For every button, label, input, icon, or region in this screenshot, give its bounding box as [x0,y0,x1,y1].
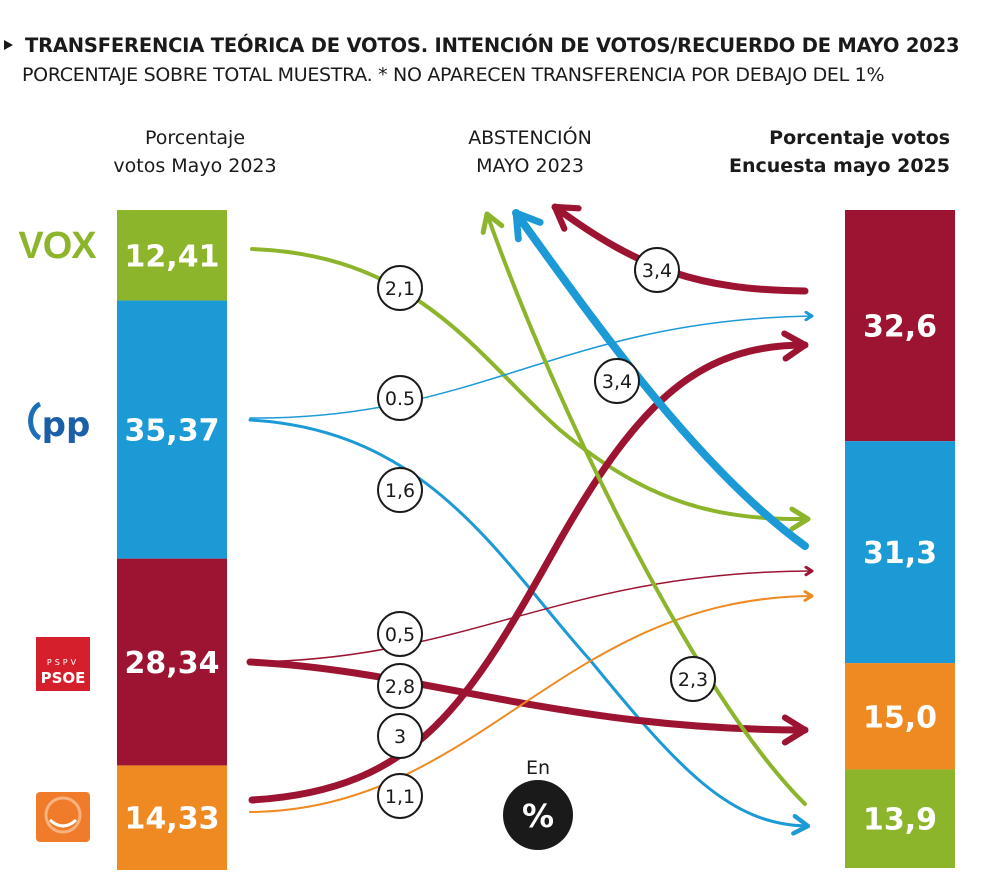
right-bar-orange [845,663,955,770]
right-value-psoe: 32,6 [863,310,937,345]
flow-value-label-7: 1,1 [385,786,415,808]
compromis-logo-smile [48,818,78,828]
left-column-label: Porcentaje votos Mayo 2023 [95,124,295,180]
pp-logo: pp [28,401,91,445]
flow-bubble-10 [670,656,716,702]
compromis-logo-ring [44,796,82,834]
left-value-psoe: 28,34 [125,646,220,681]
chart-subtitle: PORCENTAJE SOBRE TOTAL MUESTRA. * NO APA… [22,64,885,86]
psoe-logo-big-text: PSOE [41,669,86,687]
psoe-logo-square [36,637,90,691]
flow-line-2 [249,315,813,419]
flow-bubble-6 [377,713,423,759]
right-bar-pp [845,441,955,664]
flow-arrowhead-5 [781,714,809,746]
right-value-orange: 15,0 [863,700,937,735]
units-badge [503,780,573,850]
flow-arrowhead-8 [551,203,582,232]
flow-value-label-6: 3 [394,726,406,748]
pp-logo-text: pp [42,405,91,445]
flow-bubble-1 [377,265,423,311]
flow-line-7 [249,595,813,813]
left-value-orange: 14,33 [125,802,220,837]
flow-value-label-4: 0,5 [385,624,415,646]
vox-logo-text: VOX [18,225,97,267]
flow-arrowhead-10 [480,211,505,235]
left-value-pp: 35,37 [125,414,220,449]
right-value-vox: 13,9 [863,803,937,838]
units-percent-symbol: % [522,797,554,835]
abstention-column-label: ABSTENCIÓN MAYO 2023 [430,124,630,180]
flow-bubble-3 [377,467,423,513]
abstention-label-line1: ABSTENCIÓN [468,127,592,149]
pp-logo-arc [28,401,42,441]
right-value-pp: 31,3 [863,536,937,571]
chart-header: TRANSFERENCIA TEÓRICA DE VOTOS. INTENCIÓ… [0,30,999,86]
flow-line-8 [551,203,809,295]
vox-logo: VOX [18,225,98,267]
flow-value-label-5: 2,8 [385,676,415,698]
flow-line-1 [250,247,810,522]
flow-line-10 [485,212,807,806]
flow-line-5 [246,658,809,734]
flow-line-3 [248,418,810,828]
flow-bubble-8 [634,247,680,293]
flow-bubble-4 [377,611,423,657]
left-bar-pp [117,300,227,559]
flow-value-label-2: 0.5 [385,388,415,410]
flow-line-6 [248,341,809,804]
units-label: En [526,757,550,779]
flow-arrowhead-3 [791,813,811,836]
flow-arrowhead-2 [804,310,814,322]
right-label-line1: Porcentaje votos [769,127,950,149]
flow-bubble-9 [594,358,640,404]
title-bullet-icon [4,40,13,50]
flow-arrowhead-1 [789,506,811,532]
right-bar-vox [845,769,955,868]
left-label-line2: votos Mayo 2023 [113,155,277,177]
left-bar-psoe [117,558,227,766]
left-bar-orange [117,765,227,870]
right-bar-psoe [845,210,955,442]
left-label-line1: Porcentaje [144,127,246,149]
psoe-logo: PSPV PSOE [36,637,90,691]
flow-arrowhead-7 [803,590,814,602]
flow-arrowhead-9 [512,209,544,243]
flow-arrowhead-4 [804,565,814,577]
flow-value-label-1: 2,1 [385,278,415,300]
flow-value-label-3: 1,6 [385,480,415,502]
flow-value-label-8: 3,4 [642,260,672,282]
flow-line-9 [512,209,809,550]
flow-arrowhead-6 [781,330,809,362]
flow-value-label-10: 2,3 [678,669,708,691]
abstention-label-line2: MAYO 2023 [476,155,584,177]
flow-value-label-9: 3,4 [602,371,632,393]
left-bar-vox [117,210,227,301]
right-column-label: Porcentaje votos Encuesta mayo 2025 [660,124,950,180]
right-label-line2: Encuesta mayo 2025 [729,155,950,177]
flow-bubble-7 [377,773,423,819]
chart-title: TRANSFERENCIA TEÓRICA DE VOTOS. INTENCIÓ… [25,33,960,57]
flow-bubble-5 [377,663,423,709]
compromis-logo [36,792,90,842]
flow-bubble-2 [377,375,423,421]
psoe-logo-small-text: PSPV [47,658,79,667]
left-value-vox: 12,41 [125,239,220,274]
